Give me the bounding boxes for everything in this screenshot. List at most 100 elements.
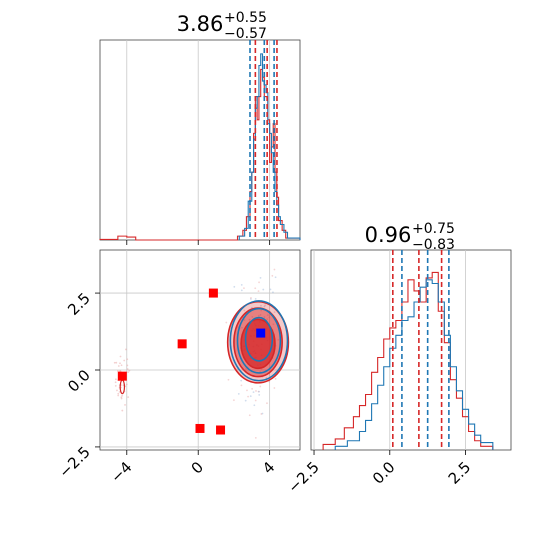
panel-joint: −4 0 4 −2.5 0.0 2.5: [55, 249, 301, 486]
scatter-point: [240, 283, 243, 286]
scatter-point: [125, 383, 128, 386]
scatter-point: [119, 369, 121, 372]
scatter-point: [240, 384, 243, 387]
contour-blue-level: [244, 316, 274, 362]
tick-label-joint-y: 0.0: [64, 366, 94, 396]
contour-blue-level: [229, 300, 289, 382]
tick-label-joint-x: 0: [188, 458, 207, 477]
scatter-point: [114, 384, 117, 387]
scatter-point: [128, 369, 131, 372]
scatter-point: [259, 385, 262, 388]
panel-marginal-y-frame: [310, 249, 512, 451]
scatter-point: [113, 361, 116, 364]
marker-blue-square: [256, 328, 266, 338]
marker-red-square: [216, 425, 226, 435]
title-y-plus: +0.75: [412, 221, 455, 237]
marker-red-square: [195, 423, 205, 433]
scatter-point: [273, 387, 276, 389]
scatter-point: [260, 304, 262, 307]
title-y-minus: −0.83: [412, 237, 455, 253]
contour-blue-level: [236, 307, 282, 374]
tick-label-right-x: 2.5: [445, 458, 475, 488]
scatter-point: [119, 355, 122, 358]
scatter-point: [274, 276, 277, 279]
scatter-point: [227, 378, 230, 381]
scatter-point: [262, 288, 265, 291]
scatter-point: [257, 314, 260, 317]
scatter-point: [269, 288, 272, 291]
scatter-point: [258, 390, 260, 393]
scatter-point: [259, 314, 262, 316]
scatter-point: [248, 319, 251, 321]
scatter-point: [115, 361, 118, 364]
scatter-point: [250, 296, 252, 299]
scatter-point: [271, 274, 274, 277]
scatter-point: [255, 390, 257, 392]
scatter-point: [117, 392, 120, 395]
scatter-point: [272, 323, 275, 326]
tick-label-joint-y: −2.5: [55, 443, 93, 481]
scatter-point: [126, 358, 129, 361]
scatter-point: [258, 281, 260, 284]
scatter-point: [243, 287, 245, 290]
scatter-point: [274, 377, 277, 380]
scatter-point: [257, 390, 260, 393]
scatter-point: [259, 276, 262, 279]
scatter-point: [261, 412, 264, 415]
scatter-point: [225, 321, 228, 324]
scatter-point: [243, 319, 246, 321]
title-x-minus: −0.57: [224, 26, 267, 42]
scatter-point: [123, 359, 126, 362]
scatter-point: [249, 395, 252, 398]
scatter-point: [254, 287, 257, 290]
scatter-point: [117, 365, 120, 367]
scatter-point: [268, 316, 271, 319]
scatter-point: [240, 289, 243, 292]
scatter-point: [251, 316, 254, 318]
scatter-point: [264, 304, 267, 307]
scatter-point: [245, 367, 247, 370]
scatter-point: [260, 309, 263, 312]
tick-label-joint-x: 4: [259, 458, 278, 477]
scatter-point: [248, 318, 251, 321]
scatter-point: [263, 305, 266, 308]
scatter-point: [117, 394, 120, 397]
scatter-point: [127, 396, 130, 398]
scatter-point: [247, 395, 249, 398]
scatter-point: [116, 370, 119, 372]
scatter-point: [277, 339, 280, 341]
scatter-point: [114, 378, 117, 381]
panel-marginal-y: −2.5 0.0 2.5 0.96 +0.75 −0.83: [284, 221, 512, 497]
marker-red-square: [177, 339, 187, 349]
hist-blue-right-series: [334, 279, 494, 450]
title-x-plus: +0.55: [224, 10, 267, 26]
scatter-point: [254, 399, 257, 402]
scatter-point: [273, 268, 276, 271]
scatter-point: [253, 404, 256, 407]
scatter-point: [254, 436, 257, 439]
panel-marginal-x: 3.86 +0.55 −0.57: [99, 10, 301, 245]
scatter-point: [114, 381, 117, 384]
scatter-point: [246, 389, 248, 392]
scatter-point: [120, 396, 123, 399]
scatter-point: [260, 413, 263, 415]
scatter-point: [121, 394, 124, 397]
scatter-point: [126, 368, 129, 370]
scatter-point: [254, 297, 257, 300]
marker-red-square: [208, 288, 218, 298]
scatter-point: [233, 285, 236, 288]
scatter-point: [232, 399, 235, 402]
title-x-value: 3.86: [177, 12, 224, 36]
scatter-point: [272, 291, 274, 294]
scatter-point: [124, 404, 126, 406]
scatter-point: [249, 298, 252, 300]
scatter-point: [263, 316, 266, 318]
panel-marginal-y-title: 0.96: [365, 223, 412, 247]
scatter-point: [273, 311, 276, 313]
scatter-point: [248, 414, 251, 417]
tick-label-joint-y: 2.5: [64, 289, 94, 319]
tick-label-joint-x: −4: [107, 458, 135, 486]
scatter-point: [266, 402, 268, 405]
scatter-point: [241, 326, 243, 329]
